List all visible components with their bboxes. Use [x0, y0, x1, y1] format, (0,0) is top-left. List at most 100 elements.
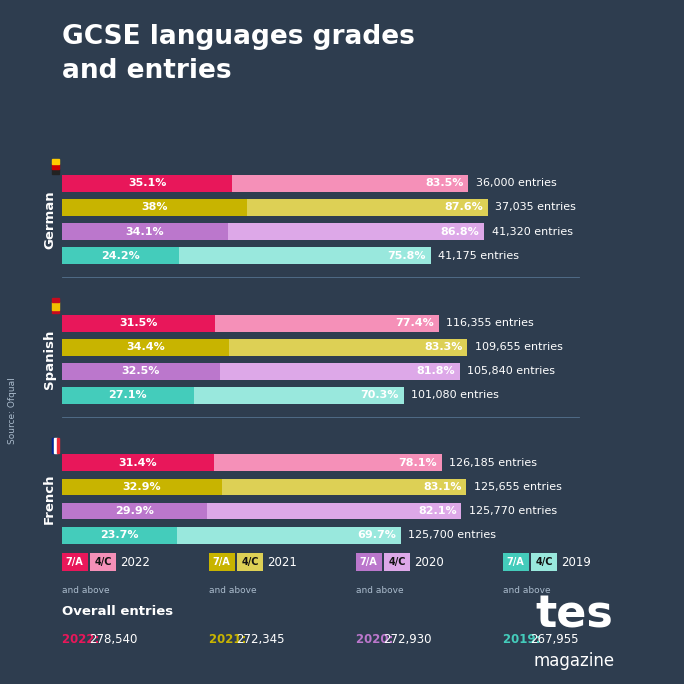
Bar: [52, 169, 60, 174]
Text: tes: tes: [536, 594, 614, 636]
Text: 41,320 entries: 41,320 entries: [492, 226, 573, 237]
Bar: [62, 247, 179, 264]
Text: 4/C: 4/C: [389, 557, 406, 567]
Text: and above: and above: [62, 586, 109, 595]
Text: 7/A: 7/A: [360, 557, 378, 567]
Text: Source: Ofqual: Source: Ofqual: [8, 377, 17, 444]
Text: French: French: [43, 474, 56, 524]
Text: 126,185 entries: 126,185 entries: [449, 458, 537, 468]
Text: 2021:: 2021:: [209, 633, 250, 646]
Text: 36,000 entries: 36,000 entries: [475, 179, 556, 188]
Bar: [62, 175, 469, 192]
Bar: [52, 438, 55, 453]
Text: 272,345: 272,345: [236, 633, 285, 646]
Text: 2022: 2022: [120, 555, 150, 569]
Text: 125,770 entries: 125,770 entries: [469, 506, 557, 516]
Text: 24.2%: 24.2%: [101, 250, 140, 261]
Bar: [62, 387, 404, 404]
Bar: [52, 159, 60, 163]
Text: 81.8%: 81.8%: [417, 367, 455, 376]
Text: 2020:: 2020:: [356, 633, 397, 646]
Text: 31.5%: 31.5%: [119, 318, 157, 328]
Text: 7/A: 7/A: [213, 557, 231, 567]
Text: 2019:: 2019:: [503, 633, 544, 646]
Text: 109,655 entries: 109,655 entries: [475, 342, 562, 352]
Text: 4/C: 4/C: [536, 557, 553, 567]
Text: 116,355 entries: 116,355 entries: [446, 318, 534, 328]
Text: 101,080 entries: 101,080 entries: [411, 391, 499, 400]
Bar: [62, 247, 431, 264]
Bar: [62, 503, 462, 519]
Text: 27.1%: 27.1%: [108, 391, 147, 400]
Bar: [62, 479, 466, 495]
Text: 2021: 2021: [267, 555, 297, 569]
Text: 83.3%: 83.3%: [424, 342, 462, 352]
Text: 70.3%: 70.3%: [360, 391, 399, 400]
Text: 272,930: 272,930: [383, 633, 432, 646]
Text: 32.9%: 32.9%: [122, 482, 161, 492]
Text: and above: and above: [503, 586, 551, 595]
Text: 125,700 entries: 125,700 entries: [408, 530, 497, 540]
Text: and above: and above: [209, 586, 256, 595]
Text: and above: and above: [356, 586, 404, 595]
Text: 105,840 entries: 105,840 entries: [467, 367, 555, 376]
Text: GCSE languages grades: GCSE languages grades: [62, 24, 415, 50]
Bar: [62, 175, 233, 192]
Text: 69.7%: 69.7%: [357, 530, 396, 540]
Text: 83.1%: 83.1%: [423, 482, 462, 492]
Text: 23.7%: 23.7%: [100, 530, 139, 540]
Bar: [62, 363, 220, 380]
Text: German: German: [43, 190, 56, 249]
Bar: [62, 339, 229, 356]
Text: and entries: and entries: [62, 58, 231, 84]
Text: 34.1%: 34.1%: [125, 226, 164, 237]
Bar: [62, 503, 207, 519]
Bar: [55, 438, 57, 453]
Bar: [62, 363, 460, 380]
Text: 34.4%: 34.4%: [126, 342, 165, 352]
Bar: [52, 310, 60, 313]
Bar: [52, 298, 60, 302]
Text: 86.8%: 86.8%: [440, 226, 479, 237]
Bar: [62, 339, 467, 356]
Text: 31.4%: 31.4%: [119, 458, 157, 468]
Bar: [62, 454, 215, 471]
Text: 29.9%: 29.9%: [115, 506, 154, 516]
Text: 7/A: 7/A: [66, 557, 83, 567]
Text: 82.1%: 82.1%: [418, 506, 456, 516]
Bar: [62, 199, 488, 216]
Text: Spanish: Spanish: [43, 330, 56, 389]
Bar: [62, 527, 401, 544]
Text: 267,955: 267,955: [530, 633, 579, 646]
Text: 77.4%: 77.4%: [395, 318, 434, 328]
Bar: [62, 199, 247, 216]
Bar: [52, 302, 60, 310]
Text: 37,035 entries: 37,035 entries: [495, 202, 577, 213]
Text: 4/C: 4/C: [94, 557, 112, 567]
Text: 2022:: 2022:: [62, 633, 103, 646]
Bar: [62, 527, 177, 544]
Bar: [62, 479, 222, 495]
Text: 2019: 2019: [561, 555, 591, 569]
Text: 75.8%: 75.8%: [387, 250, 426, 261]
Bar: [62, 315, 215, 332]
Text: 87.6%: 87.6%: [445, 202, 484, 213]
Text: magazine: magazine: [534, 652, 615, 670]
Text: 125,655 entries: 125,655 entries: [473, 482, 562, 492]
Bar: [62, 223, 228, 240]
Bar: [57, 438, 60, 453]
Bar: [62, 315, 438, 332]
Text: 4/C: 4/C: [241, 557, 259, 567]
Text: 7/A: 7/A: [507, 557, 525, 567]
Text: 41,175 entries: 41,175 entries: [438, 250, 519, 261]
Bar: [52, 163, 60, 169]
Text: 278,540: 278,540: [89, 633, 137, 646]
Text: 78.1%: 78.1%: [398, 458, 437, 468]
Bar: [62, 454, 442, 471]
Text: 83.5%: 83.5%: [425, 179, 463, 188]
Text: Overall entries: Overall entries: [62, 605, 172, 618]
Bar: [62, 387, 194, 404]
Bar: [62, 223, 484, 240]
Text: 38%: 38%: [141, 202, 168, 213]
Text: 32.5%: 32.5%: [122, 367, 160, 376]
